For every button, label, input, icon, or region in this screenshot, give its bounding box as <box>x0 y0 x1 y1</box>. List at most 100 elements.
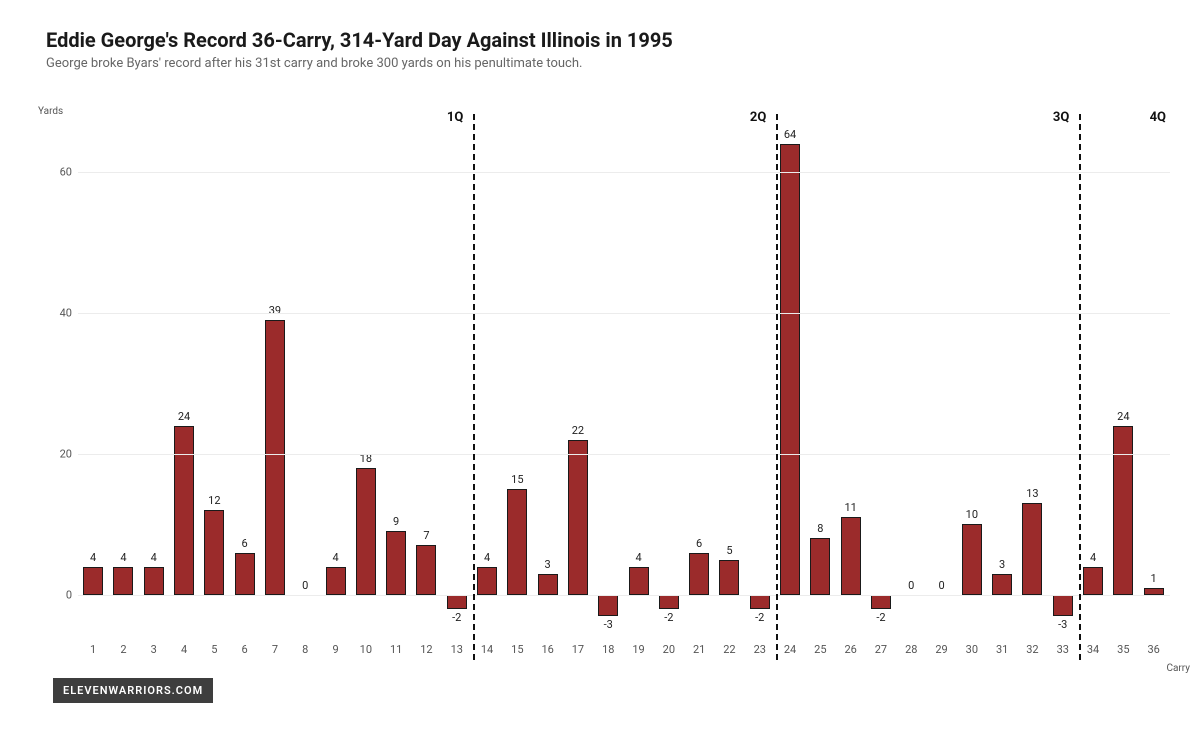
quarter-divider <box>776 114 778 660</box>
bar-slot: 244 <box>174 130 194 630</box>
x-tick-label: 1 <box>90 643 96 656</box>
bar-value-label: 10 <box>966 508 978 521</box>
y-axis-label: Yards <box>38 106 63 117</box>
x-tick-label: 25 <box>814 643 826 656</box>
x-tick-label: 12 <box>420 643 432 656</box>
x-tick-label: 4 <box>181 643 187 656</box>
x-tick-label: 26 <box>844 643 856 656</box>
bar <box>416 545 436 594</box>
bar <box>144 567 164 595</box>
x-tick-label: 14 <box>481 643 493 656</box>
bar-slot: -318 <box>598 130 618 630</box>
bar-value-label: -3 <box>604 618 613 631</box>
bar <box>659 595 679 609</box>
bar <box>810 538 830 594</box>
bar <box>265 320 285 595</box>
x-tick-label: 19 <box>632 643 644 656</box>
bar-slot: 66 <box>235 130 255 630</box>
bar-value-label: 4 <box>120 551 126 564</box>
bar-slot: 825 <box>810 130 830 630</box>
quarter-label: 2Q <box>750 110 766 125</box>
bar-value-label: -2 <box>876 611 885 624</box>
x-tick-label: 22 <box>723 643 735 656</box>
x-tick-label: 10 <box>360 643 372 656</box>
bar-slot: 41 <box>83 130 103 630</box>
bar <box>507 489 527 595</box>
bar-value-label: 3 <box>999 558 1005 571</box>
x-tick-label: 15 <box>511 643 523 656</box>
bar-value-label: 13 <box>1026 487 1038 500</box>
bar-value-label: 64 <box>784 128 796 141</box>
chart-title: Eddie George's Record 36-Carry, 314-Yard… <box>46 28 1170 52</box>
bar-value-label: 4 <box>635 551 641 564</box>
bar-slot: 43 <box>144 130 164 630</box>
bar <box>598 595 618 616</box>
bar <box>356 468 376 595</box>
bar-value-label: 7 <box>423 529 429 542</box>
plot-area: Yards Carry 4142432441256639708491810911… <box>78 130 1170 630</box>
bar-value-label: 22 <box>572 424 584 437</box>
bar-slot: 1515 <box>507 130 527 630</box>
bar-value-label: 5 <box>726 544 732 557</box>
bar <box>113 567 133 595</box>
bar <box>962 524 982 594</box>
bar-slot: 1332 <box>1022 130 1042 630</box>
x-tick-label: 2 <box>120 643 126 656</box>
bar-value-label: 4 <box>484 551 490 564</box>
bar <box>1113 426 1133 595</box>
x-tick-label: 30 <box>966 643 978 656</box>
bar <box>83 567 103 595</box>
bar-value-label: -3 <box>1058 618 1067 631</box>
source-badge: ELEVENWARRIORS.COM <box>53 678 213 703</box>
bar-slot: 42 <box>113 130 133 630</box>
bars-layer: 4142432441256639708491810911712-21341415… <box>78 130 1170 630</box>
bar-value-label: 1 <box>1151 572 1157 585</box>
bar-slot: 419 <box>629 130 649 630</box>
x-tick-label: 17 <box>572 643 584 656</box>
bar-slot: 2217 <box>568 130 588 630</box>
grid-line <box>78 595 1170 596</box>
bar-slot: 49 <box>326 130 346 630</box>
x-tick-label: 13 <box>451 643 463 656</box>
bar-value-label: 15 <box>511 473 523 486</box>
bar <box>477 567 497 595</box>
bar-slot: 125 <box>204 130 224 630</box>
grid-line <box>78 313 1170 314</box>
quarter-divider <box>1079 114 1081 660</box>
quarter-label: 4Q <box>1150 110 1166 125</box>
bar-value-label: 4 <box>332 551 338 564</box>
bar-slot: 712 <box>416 130 436 630</box>
bar-value-label: 0 <box>302 579 308 592</box>
y-tick-label: 0 <box>50 588 72 601</box>
x-axis-label: Carry <box>1166 663 1190 674</box>
x-tick-label: 9 <box>332 643 338 656</box>
bar-value-label: 12 <box>208 494 220 507</box>
bar-slot: 028 <box>901 130 921 630</box>
bar-value-label: -2 <box>452 611 461 624</box>
bar <box>1083 567 1103 595</box>
bar <box>174 426 194 595</box>
x-tick-label: 35 <box>1117 643 1129 656</box>
bar-slot: 08 <box>295 130 315 630</box>
bar-value-label: 6 <box>696 537 702 550</box>
bar-slot: 2435 <box>1113 130 1133 630</box>
bar-value-label: -2 <box>755 611 764 624</box>
x-tick-label: 23 <box>754 643 766 656</box>
x-tick-label: 6 <box>242 643 248 656</box>
bar-slot: 1126 <box>841 130 861 630</box>
bar-value-label: 4 <box>1090 551 1096 564</box>
bar-slot: 029 <box>932 130 952 630</box>
bar <box>871 595 891 609</box>
bar <box>719 560 739 595</box>
bar <box>386 531 406 594</box>
bar-slot: -223 <box>750 130 770 630</box>
bar-value-label: -2 <box>664 611 673 624</box>
x-tick-label: 5 <box>211 643 217 656</box>
bar <box>689 553 709 595</box>
bar-value-label: 24 <box>178 410 190 423</box>
bar-slot: -227 <box>871 130 891 630</box>
bar <box>992 574 1012 595</box>
x-tick-label: 18 <box>602 643 614 656</box>
bar-value-label: 0 <box>908 579 914 592</box>
bar <box>750 595 770 609</box>
